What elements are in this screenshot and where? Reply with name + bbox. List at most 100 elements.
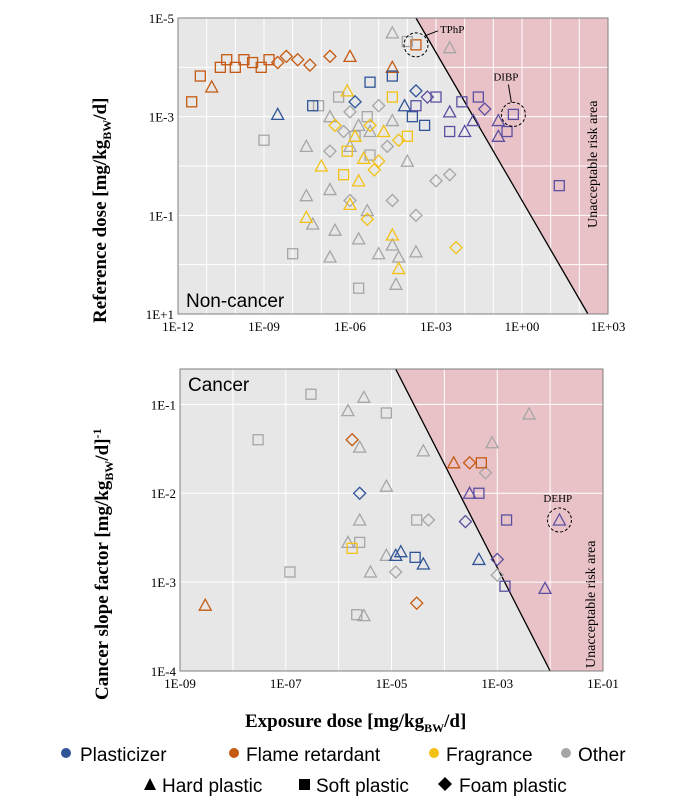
- noncancer-point-square: [418, 119, 431, 132]
- cancer-point-diamond: [388, 565, 403, 579]
- noncancer-y-tick-labels: 1E-5 1E-3 1E-1 1E+1: [146, 11, 174, 322]
- noncancer-point-square: [287, 248, 299, 260]
- noncancer-point-diamond: [363, 118, 377, 133]
- cancer-point-triangle: [388, 548, 403, 562]
- cancer-point-square: [500, 514, 513, 526]
- noncancer-point-triangle: [385, 237, 400, 251]
- cancer-point-triangle: [198, 597, 213, 611]
- legend-soft-plastic-label: Soft plastic: [316, 776, 409, 797]
- cancer-plot-frame: [179, 368, 604, 672]
- noncancer-point-diamond: [348, 94, 362, 109]
- noncancer-point-diamond: [328, 118, 342, 133]
- noncancer-grid: [178, 18, 608, 314]
- noncancer-y-tick-label: 1E-3: [149, 110, 174, 125]
- noncancer-y-tick-label: 1E+1: [146, 307, 174, 322]
- noncancer-point-diamond: [449, 240, 463, 255]
- cancer-point-square: [252, 434, 264, 446]
- noncancer-point-square: [364, 76, 376, 88]
- cancer-point-diamond: [345, 432, 360, 447]
- cancer-panel: DEHP 1E-09 1E-07 1E-05 1E-03 1E-01 1E-41E-31…: [90, 368, 619, 735]
- noncancer-point-diamond: [380, 139, 395, 154]
- noncancer-point-square: [386, 70, 398, 82]
- cancer-y-tick-label: 1E-1: [151, 397, 176, 412]
- cancer-point-triangle: [416, 443, 431, 457]
- cancer-point-triangle: [356, 389, 371, 403]
- noncancer-x-tick-labels: 1E-12 1E-09 1E-06 1E-03 1E+00 1E+03: [162, 319, 625, 334]
- noncancer-point-square: [229, 61, 241, 73]
- noncancer-point-triangle: [342, 197, 358, 211]
- cancer-point-triangle: [352, 512, 367, 526]
- cancer-x-tick-label: 1E-03: [481, 676, 513, 691]
- legend-triangle-icon: [144, 778, 156, 790]
- noncancer-point-square: [186, 96, 198, 108]
- noncancer-point-triangle: [385, 113, 400, 127]
- noncancer-point-triangle: [347, 128, 363, 142]
- noncancer-point-diamond: [270, 55, 285, 70]
- cancer-point-triangle: [485, 435, 500, 449]
- noncancer-point-triangle: [299, 210, 314, 224]
- noncancer-point-diamond: [429, 173, 443, 188]
- noncancer-point-square: [401, 130, 413, 142]
- noncancer-point-triangle: [327, 222, 343, 236]
- noncancer-panel-label: Non-cancer: [186, 291, 285, 312]
- cancer-point-diamond: [458, 514, 473, 529]
- noncancer-point-triangle: [385, 25, 400, 39]
- cancer-y-tick-label: 1E-2: [151, 486, 176, 501]
- noncancer-point-triangle: [400, 153, 415, 167]
- cancer-points: [198, 388, 567, 622]
- noncancer-point-square: [410, 39, 422, 51]
- noncancer-x-tick-label: 1E-12: [162, 319, 194, 334]
- noncancer-x-tick-label: 1E-03: [420, 319, 452, 334]
- noncancer-point-square: [312, 100, 325, 112]
- noncancer-y-axis-title: Reference dose [mg/kgBW/d]: [90, 98, 114, 323]
- noncancer-point-square: [507, 108, 520, 121]
- noncancer-point-triangle: [270, 107, 285, 121]
- cancer-point-square: [499, 580, 511, 592]
- cancer-y-axis-title: Cancer slope factor [mg/kgBW/d]-1: [90, 428, 116, 700]
- noncancer-point-triangle: [360, 203, 375, 217]
- x-axis-title: Exposure dose [mg/kgBW/d]: [245, 711, 466, 735]
- cancer-grid: [180, 369, 603, 671]
- noncancer-point-triangle: [322, 249, 338, 263]
- noncancer-point-square: [501, 125, 513, 138]
- legend-flame-retardant-label: Flame retardant: [246, 745, 381, 766]
- noncancer-point-triangle: [204, 79, 219, 93]
- noncancer-point-diamond: [420, 90, 435, 104]
- cancer-point-diamond: [409, 596, 424, 611]
- noncancer-point-triangle: [385, 59, 400, 73]
- noncancer-point-square: [410, 100, 422, 112]
- noncancer-point-diamond: [409, 83, 423, 98]
- noncancer-point-triangle: [305, 216, 320, 230]
- cancer-point-square: [380, 407, 393, 419]
- noncancer-point-triangle: [397, 98, 412, 112]
- noncancer-point-diamond: [360, 212, 375, 227]
- cancer-point-triangle: [393, 544, 408, 558]
- noncancer-point-square: [307, 100, 319, 112]
- cancer-point-square: [475, 457, 487, 469]
- cancer-point-diamond: [478, 465, 493, 480]
- noncancer-risk-area-label: Unacceptable risk area: [586, 100, 601, 228]
- noncancer-point-square: [255, 61, 267, 73]
- noncancer-point-square: [258, 134, 270, 146]
- cancer-annotation-circle: [546, 507, 572, 533]
- cancer-point-triangle: [340, 535, 356, 549]
- cancer-point-diamond: [421, 513, 436, 527]
- noncancer-x-tick-label: 1E+00: [505, 319, 540, 334]
- legend-flame-retardant-marker: [229, 748, 239, 758]
- cancer-point-square: [346, 542, 358, 554]
- noncancer-point-triangle: [314, 158, 329, 172]
- cancer-point-triangle: [446, 455, 461, 469]
- noncancer-point-triangle: [351, 173, 366, 187]
- noncancer-point-diamond: [323, 144, 337, 159]
- legend-other-label: Other: [578, 745, 626, 766]
- cancer-point-triangle: [356, 608, 371, 622]
- noncancer-point-square: [352, 282, 365, 294]
- cancer-y-tick-labels: 1E-4 1E-3 1E-2 1E-1: [151, 397, 177, 679]
- cancer-point-triangle: [352, 439, 367, 453]
- noncancer-x-tick-label: 1E+03: [591, 319, 626, 334]
- cancer-annotation-label: DEHP: [543, 493, 572, 505]
- noncancer-point-diamond: [409, 208, 423, 223]
- noncancer-point-diamond: [477, 102, 492, 116]
- noncancer-point-square: [341, 145, 353, 157]
